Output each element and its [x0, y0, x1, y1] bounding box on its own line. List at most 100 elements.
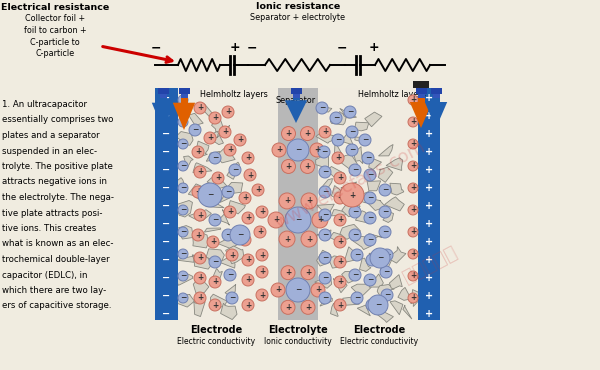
Text: +: +	[245, 300, 251, 309]
Bar	[155, 88, 178, 320]
Circle shape	[268, 212, 284, 228]
Polygon shape	[227, 162, 239, 179]
Circle shape	[194, 209, 206, 221]
Text: −: −	[367, 171, 373, 179]
Circle shape	[334, 214, 346, 226]
Text: +: +	[222, 128, 228, 137]
Text: −: −	[225, 231, 231, 239]
Bar	[418, 88, 440, 320]
Text: +: +	[317, 215, 323, 225]
Text: −: −	[180, 139, 186, 148]
Text: −: −	[322, 253, 328, 262]
Text: +: +	[337, 174, 343, 182]
Text: −: −	[321, 148, 327, 157]
Polygon shape	[357, 305, 370, 316]
Text: −: −	[192, 125, 198, 135]
Circle shape	[334, 192, 346, 204]
Text: 1. An ultracapacitor: 1. An ultracapacitor	[2, 100, 87, 109]
Text: +: +	[425, 93, 433, 103]
Text: Electric conductivity: Electric conductivity	[178, 337, 256, 346]
Circle shape	[381, 289, 393, 301]
Circle shape	[349, 269, 361, 281]
Circle shape	[334, 236, 346, 248]
Circle shape	[364, 169, 376, 181]
Text: +: +	[197, 104, 203, 112]
Circle shape	[379, 226, 391, 238]
Text: −: −	[354, 250, 360, 259]
Text: +: +	[337, 278, 343, 286]
Circle shape	[349, 229, 361, 241]
Polygon shape	[340, 152, 358, 169]
Text: +: +	[259, 290, 265, 299]
Circle shape	[319, 166, 331, 178]
Circle shape	[349, 164, 361, 176]
Circle shape	[242, 254, 254, 266]
Polygon shape	[206, 131, 223, 145]
Polygon shape	[188, 184, 212, 200]
Circle shape	[334, 172, 346, 184]
Text: tive plate attracts posi-: tive plate attracts posi-	[2, 209, 103, 218]
Text: −: −	[322, 273, 328, 283]
Polygon shape	[188, 210, 211, 221]
Polygon shape	[344, 247, 359, 262]
Polygon shape	[331, 303, 338, 316]
Polygon shape	[341, 182, 357, 192]
Text: −: −	[322, 231, 328, 239]
Circle shape	[281, 159, 296, 174]
Text: −: −	[163, 201, 170, 211]
Text: −: −	[163, 147, 170, 157]
Circle shape	[408, 227, 418, 237]
Polygon shape	[355, 192, 369, 203]
Polygon shape	[369, 158, 382, 169]
Circle shape	[209, 214, 221, 226]
Text: plates and a separator: plates and a separator	[2, 131, 100, 140]
Text: −: −	[369, 300, 375, 309]
Text: Separator + electrolyte: Separator + electrolyte	[251, 13, 346, 22]
Polygon shape	[330, 232, 344, 244]
Circle shape	[319, 252, 331, 264]
Circle shape	[408, 95, 418, 105]
Circle shape	[285, 207, 311, 233]
Text: +: +	[410, 293, 416, 303]
Circle shape	[209, 276, 221, 288]
Circle shape	[224, 206, 236, 218]
Text: −: −	[212, 215, 218, 225]
Text: +: +	[273, 215, 279, 225]
Circle shape	[381, 249, 393, 261]
Circle shape	[351, 249, 363, 261]
Text: capacitor (EDLC), in: capacitor (EDLC), in	[2, 270, 88, 279]
Polygon shape	[193, 233, 208, 248]
Circle shape	[242, 299, 254, 311]
Circle shape	[178, 139, 188, 149]
Circle shape	[194, 272, 206, 284]
Bar	[179, 88, 190, 94]
Polygon shape	[206, 200, 224, 208]
Circle shape	[198, 183, 222, 207]
Text: +: +	[410, 161, 416, 171]
Circle shape	[234, 134, 246, 146]
Bar	[433, 88, 439, 102]
Polygon shape	[184, 156, 193, 168]
Polygon shape	[331, 210, 347, 216]
Polygon shape	[386, 158, 403, 171]
Text: −: −	[367, 213, 373, 222]
Circle shape	[178, 293, 188, 303]
Text: −: −	[322, 188, 328, 196]
Circle shape	[334, 276, 346, 288]
Polygon shape	[319, 178, 332, 194]
Text: Separator: Separator	[276, 96, 316, 105]
Text: +: +	[197, 293, 203, 303]
Circle shape	[408, 249, 418, 259]
Circle shape	[408, 161, 418, 171]
Polygon shape	[398, 287, 411, 300]
Polygon shape	[207, 178, 227, 188]
Polygon shape	[377, 285, 394, 299]
Circle shape	[368, 295, 388, 315]
Polygon shape	[327, 166, 344, 177]
Circle shape	[192, 186, 204, 198]
Polygon shape	[176, 131, 193, 145]
Text: −: −	[295, 215, 301, 225]
Text: +: +	[275, 286, 281, 295]
Text: ers of capacitive storage.: ers of capacitive storage.	[2, 302, 112, 310]
Circle shape	[364, 234, 376, 246]
